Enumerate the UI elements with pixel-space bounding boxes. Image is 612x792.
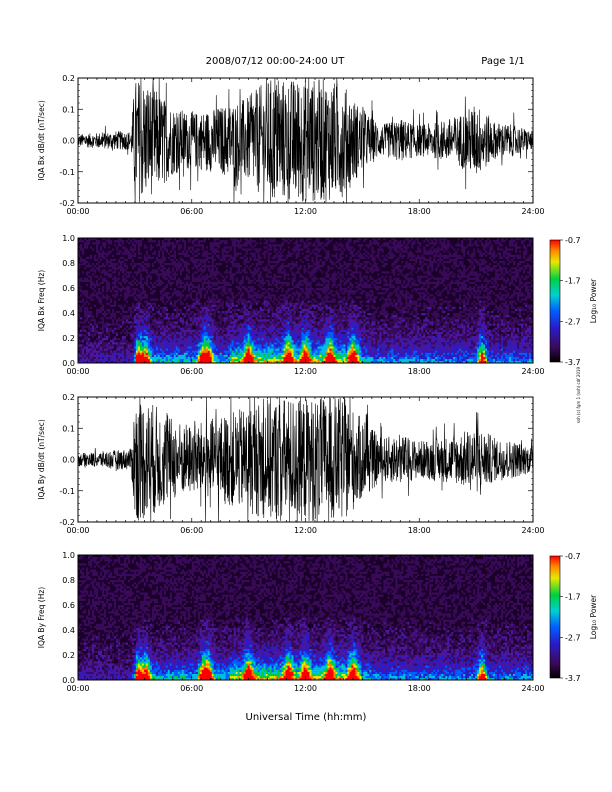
x-tick-label: 12:00 [294, 684, 317, 693]
x-tick-label: 00:00 [66, 207, 89, 216]
by-spectrogram [78, 555, 534, 681]
y-tick-label: -0.1 [59, 168, 75, 177]
colorbar-tick-label: -0.7 [565, 236, 581, 245]
y-tick-label: 0.2 [62, 334, 75, 343]
y-tick-label: 0.1 [62, 105, 75, 114]
x-tick-label: 24:00 [521, 526, 544, 535]
y-tick-label: 0.1 [62, 424, 75, 433]
y-tick-label: -0.2 [59, 199, 75, 208]
colorbar-tick-label: -1.7 [565, 277, 581, 286]
bx-dbdt-panel: 0.2 0.1 0.0 -0.1 -0.2 00:00 06:00 12:00 18:00 24… [37, 74, 545, 216]
colorbar-tick-label: -0.7 [565, 552, 581, 561]
side-note: ssh (c) fgm 1 (ssh) cdf 2019 [576, 366, 581, 423]
x-tick-label: 24:00 [521, 684, 544, 693]
x-tick-label: 00:00 [66, 684, 89, 693]
trace-line [77, 396, 534, 523]
x-tick-label: 06:00 [180, 207, 203, 216]
x-tick-label: 18:00 [408, 207, 431, 216]
page-title: 2008/07/12 00:00-24:00 UT [206, 56, 346, 67]
x-axis-title: Universal Time (hh:mm) [246, 712, 367, 723]
y-tick-label: 0.4 [62, 309, 75, 318]
x-tick-label: 18:00 [408, 367, 431, 376]
colorbar-tick-label: -2.7 [565, 317, 581, 326]
x-tick-label: 12:00 [294, 526, 317, 535]
y-tick-label: -0.1 [59, 487, 75, 496]
y-tick-label: 0.0 [62, 676, 75, 685]
x-tick-label: 00:00 [66, 367, 89, 376]
y-tick-label: 0.6 [62, 601, 75, 610]
y-tick-label: 0.2 [62, 74, 75, 83]
bx-spectrogram-panel: 1.0 0.8 0.6 0.4 0.2 0.0 00:00 06:00 12:00 18:00 2… [37, 234, 598, 376]
y-tick-label: 1.0 [62, 551, 75, 560]
colorbar-tick-label: -2.7 [565, 633, 581, 642]
x-tick-label: 18:00 [408, 684, 431, 693]
page-number: Page 1/1 [481, 56, 524, 67]
y-tick-label: 0.8 [62, 576, 75, 585]
by-spectrogram-panel: 1.0 0.8 0.6 0.4 0.2 0.0 00:00 06:00 12:00 18:00 2… [37, 551, 598, 693]
bx-dbdt-trace [77, 77, 534, 204]
bx-colorbar-label: Log₁₀ Power [589, 278, 598, 323]
x-tick-label: 18:00 [408, 526, 431, 535]
x-tick-label: 12:00 [294, 207, 317, 216]
bx-spectrogram [78, 238, 534, 364]
by-colorbar [549, 555, 561, 679]
x-tick-label: 06:00 [180, 526, 203, 535]
y-tick-label: 0.6 [62, 284, 75, 293]
y-tick-label: 0.0 [62, 137, 75, 146]
by-dbdt-ylabel: IQA By dB/dt (nT/sec) [37, 419, 46, 500]
y-tick-label: 0.8 [62, 259, 75, 268]
by-colorbar-label: Log₁₀ Power [589, 594, 598, 639]
y-tick-label: 0.2 [62, 393, 75, 402]
y-tick-label: 1.0 [62, 234, 75, 243]
bx-colorbar [549, 239, 561, 363]
x-tick-label: 06:00 [180, 367, 203, 376]
y-tick-label: 0.4 [62, 626, 75, 635]
y-tick-label: 0.0 [62, 359, 75, 368]
colorbar-tick-label: -3.7 [565, 674, 581, 683]
x-tick-label: 12:00 [294, 367, 317, 376]
bx-dbdt-ylabel: IQA Bx dB/dt (nT/sec) [37, 100, 46, 181]
x-tick-label: 24:00 [521, 367, 544, 376]
y-tick-label: -0.2 [59, 518, 75, 527]
x-tick-label: 00:00 [66, 526, 89, 535]
colorbar-tick-label: -3.7 [565, 358, 581, 367]
by-dbdt-trace [77, 396, 534, 523]
x-tick-label: 06:00 [180, 684, 203, 693]
by-dbdt-panel: 0.2 0.1 0.0 -0.1 -0.2 00:00 06:00 12:00 18:00 24… [37, 393, 545, 535]
y-tick-label: 0.0 [62, 456, 75, 465]
bx-freq-ylabel: IQA Bx Freq (Hz) [37, 270, 46, 332]
x-tick-label: 24:00 [521, 207, 544, 216]
trace-line [77, 77, 534, 204]
y-tick-label: 0.2 [62, 651, 75, 660]
colorbar-tick-label: -1.7 [565, 593, 581, 602]
by-freq-ylabel: IQA By Freq (Hz) [37, 587, 46, 649]
